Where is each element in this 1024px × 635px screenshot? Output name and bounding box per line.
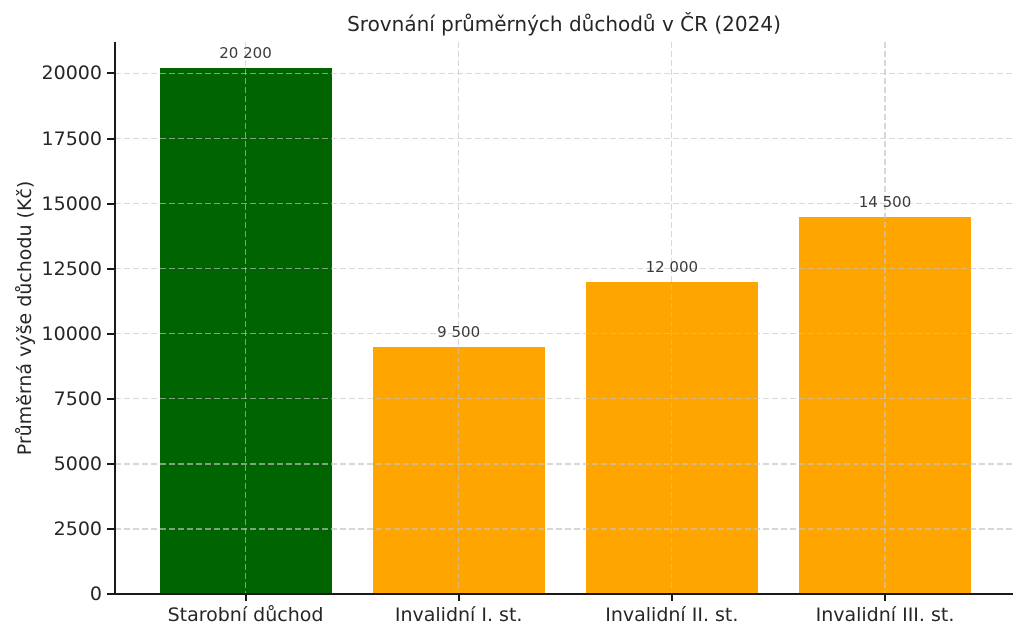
h-gridline	[115, 268, 1013, 270]
y-tick-label: 0	[89, 583, 102, 605]
h-gridline	[115, 202, 1013, 205]
x-tick-label: Invalidní III. st.	[815, 604, 955, 626]
bar-value-label: 9 500	[437, 322, 481, 341]
v-gridline	[244, 42, 247, 594]
h-gridline	[115, 72, 1013, 75]
h-gridline	[115, 137, 1013, 140]
h-gridline	[115, 398, 1013, 400]
h-gridline	[115, 463, 1013, 465]
v-gridline	[884, 42, 886, 594]
v-gridline	[458, 42, 460, 594]
y-tick-mark	[107, 72, 114, 75]
y-tick-label: 10000	[41, 322, 102, 345]
x-tick-mark	[884, 595, 886, 601]
h-gridline	[115, 333, 1013, 335]
x-tick-mark	[244, 595, 247, 601]
x-tick-mark	[670, 595, 673, 601]
y-tick-label: 2500	[53, 517, 102, 540]
bar-value-label: 20 200	[219, 44, 272, 63]
y-tick-mark	[107, 462, 114, 465]
y-tick-mark	[107, 527, 114, 530]
y-tick-mark	[107, 202, 114, 205]
y-tick-label: 7500	[53, 387, 102, 410]
y-tick-label: 12500	[41, 257, 102, 280]
x-tick-label: Invalidní I. st.	[394, 604, 523, 626]
h-gridline	[115, 528, 1013, 530]
chart-title: Srovnání průměrných důchodů v ČR (2024)	[347, 12, 781, 36]
x-tick-mark	[457, 595, 460, 601]
y-tick-label: 17500	[41, 127, 102, 150]
y-tick-label: 15000	[41, 192, 102, 215]
x-tick-label: Invalidní II. st.	[605, 604, 739, 626]
v-gridline	[671, 42, 673, 594]
y-tick-label: 20000	[41, 62, 102, 85]
y-tick-mark	[107, 332, 114, 335]
x-tick-label: Starobní důchod	[167, 604, 324, 626]
bar-value-label: 12 000	[645, 257, 699, 276]
y-tick-mark	[107, 397, 114, 400]
y-tick-mark	[107, 593, 114, 595]
bar-value-label: 14 500	[858, 192, 912, 211]
y-tick-mark	[107, 137, 114, 140]
y-tick-mark	[107, 267, 114, 270]
y-tick-label: 5000	[53, 452, 102, 475]
